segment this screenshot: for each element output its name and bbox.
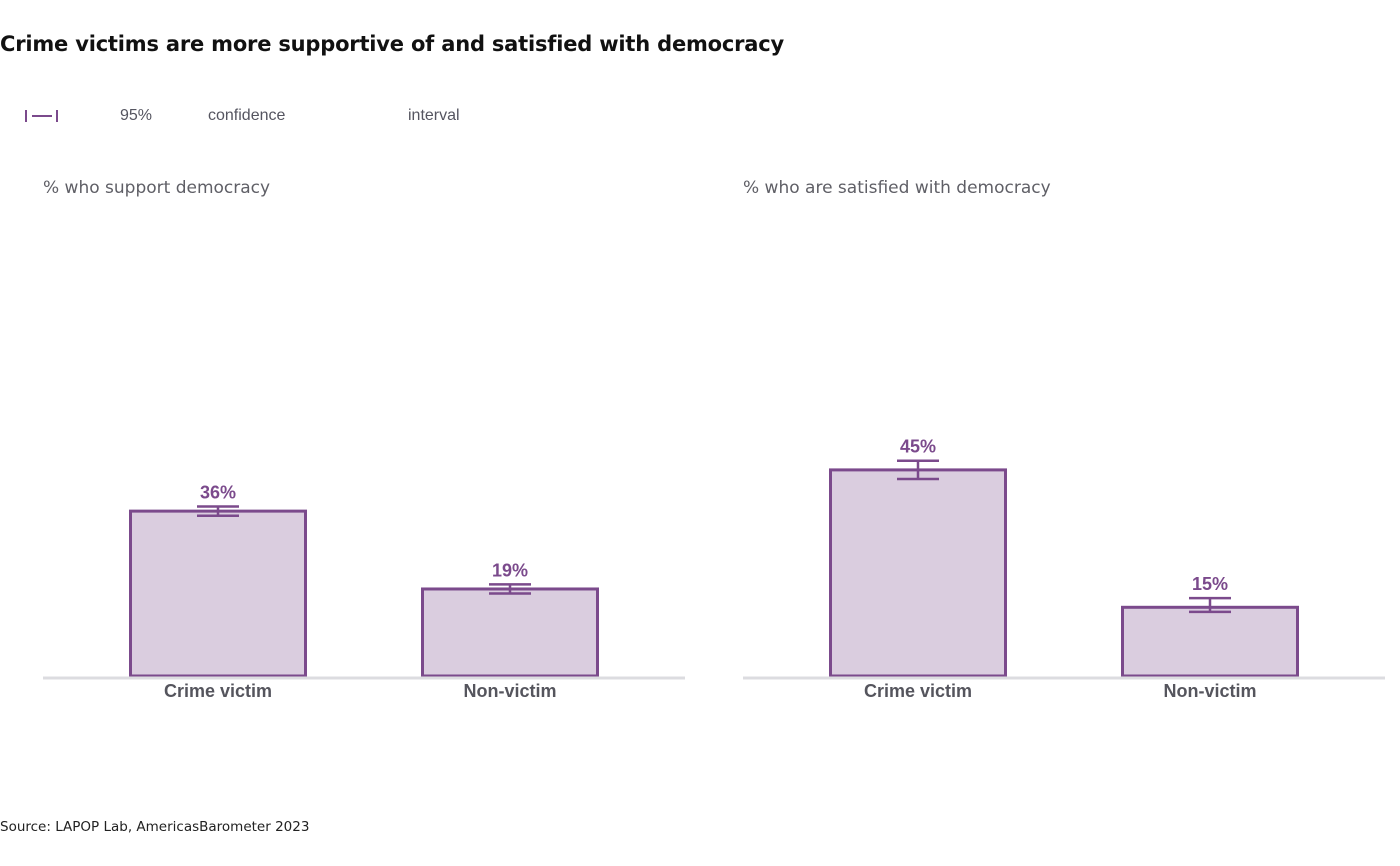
bar	[1121, 605, 1299, 678]
bar	[421, 587, 599, 678]
tick-label: Crime victim	[864, 681, 972, 701]
legend: 95% confidence interval	[24, 104, 484, 128]
bar	[829, 468, 1007, 678]
chart-title: Crime victims are more supportive of and…	[0, 32, 785, 56]
bar	[129, 509, 307, 678]
data-label: 36%	[200, 483, 236, 503]
panel-title-satisfied: % who are satisfied with democracy	[743, 178, 1051, 198]
data-label: 19%	[492, 560, 528, 580]
legend-word-1: 95%	[120, 107, 153, 124]
legend-word-2: confidence	[208, 107, 286, 124]
error-bar-icon	[25, 110, 58, 122]
legend-word-3: interval	[408, 107, 460, 124]
tick-label: Non-victim	[1163, 681, 1256, 701]
tick-label: Non-victim	[463, 681, 556, 701]
data-label: 15%	[1192, 574, 1228, 594]
tick-label: Crime victim	[164, 681, 272, 701]
data-label: 45%	[900, 437, 936, 457]
panel-title-support: % who support democracy	[43, 178, 271, 198]
source-note: Source: LAPOP Lab, AmericasBarometer 202…	[0, 819, 310, 835]
